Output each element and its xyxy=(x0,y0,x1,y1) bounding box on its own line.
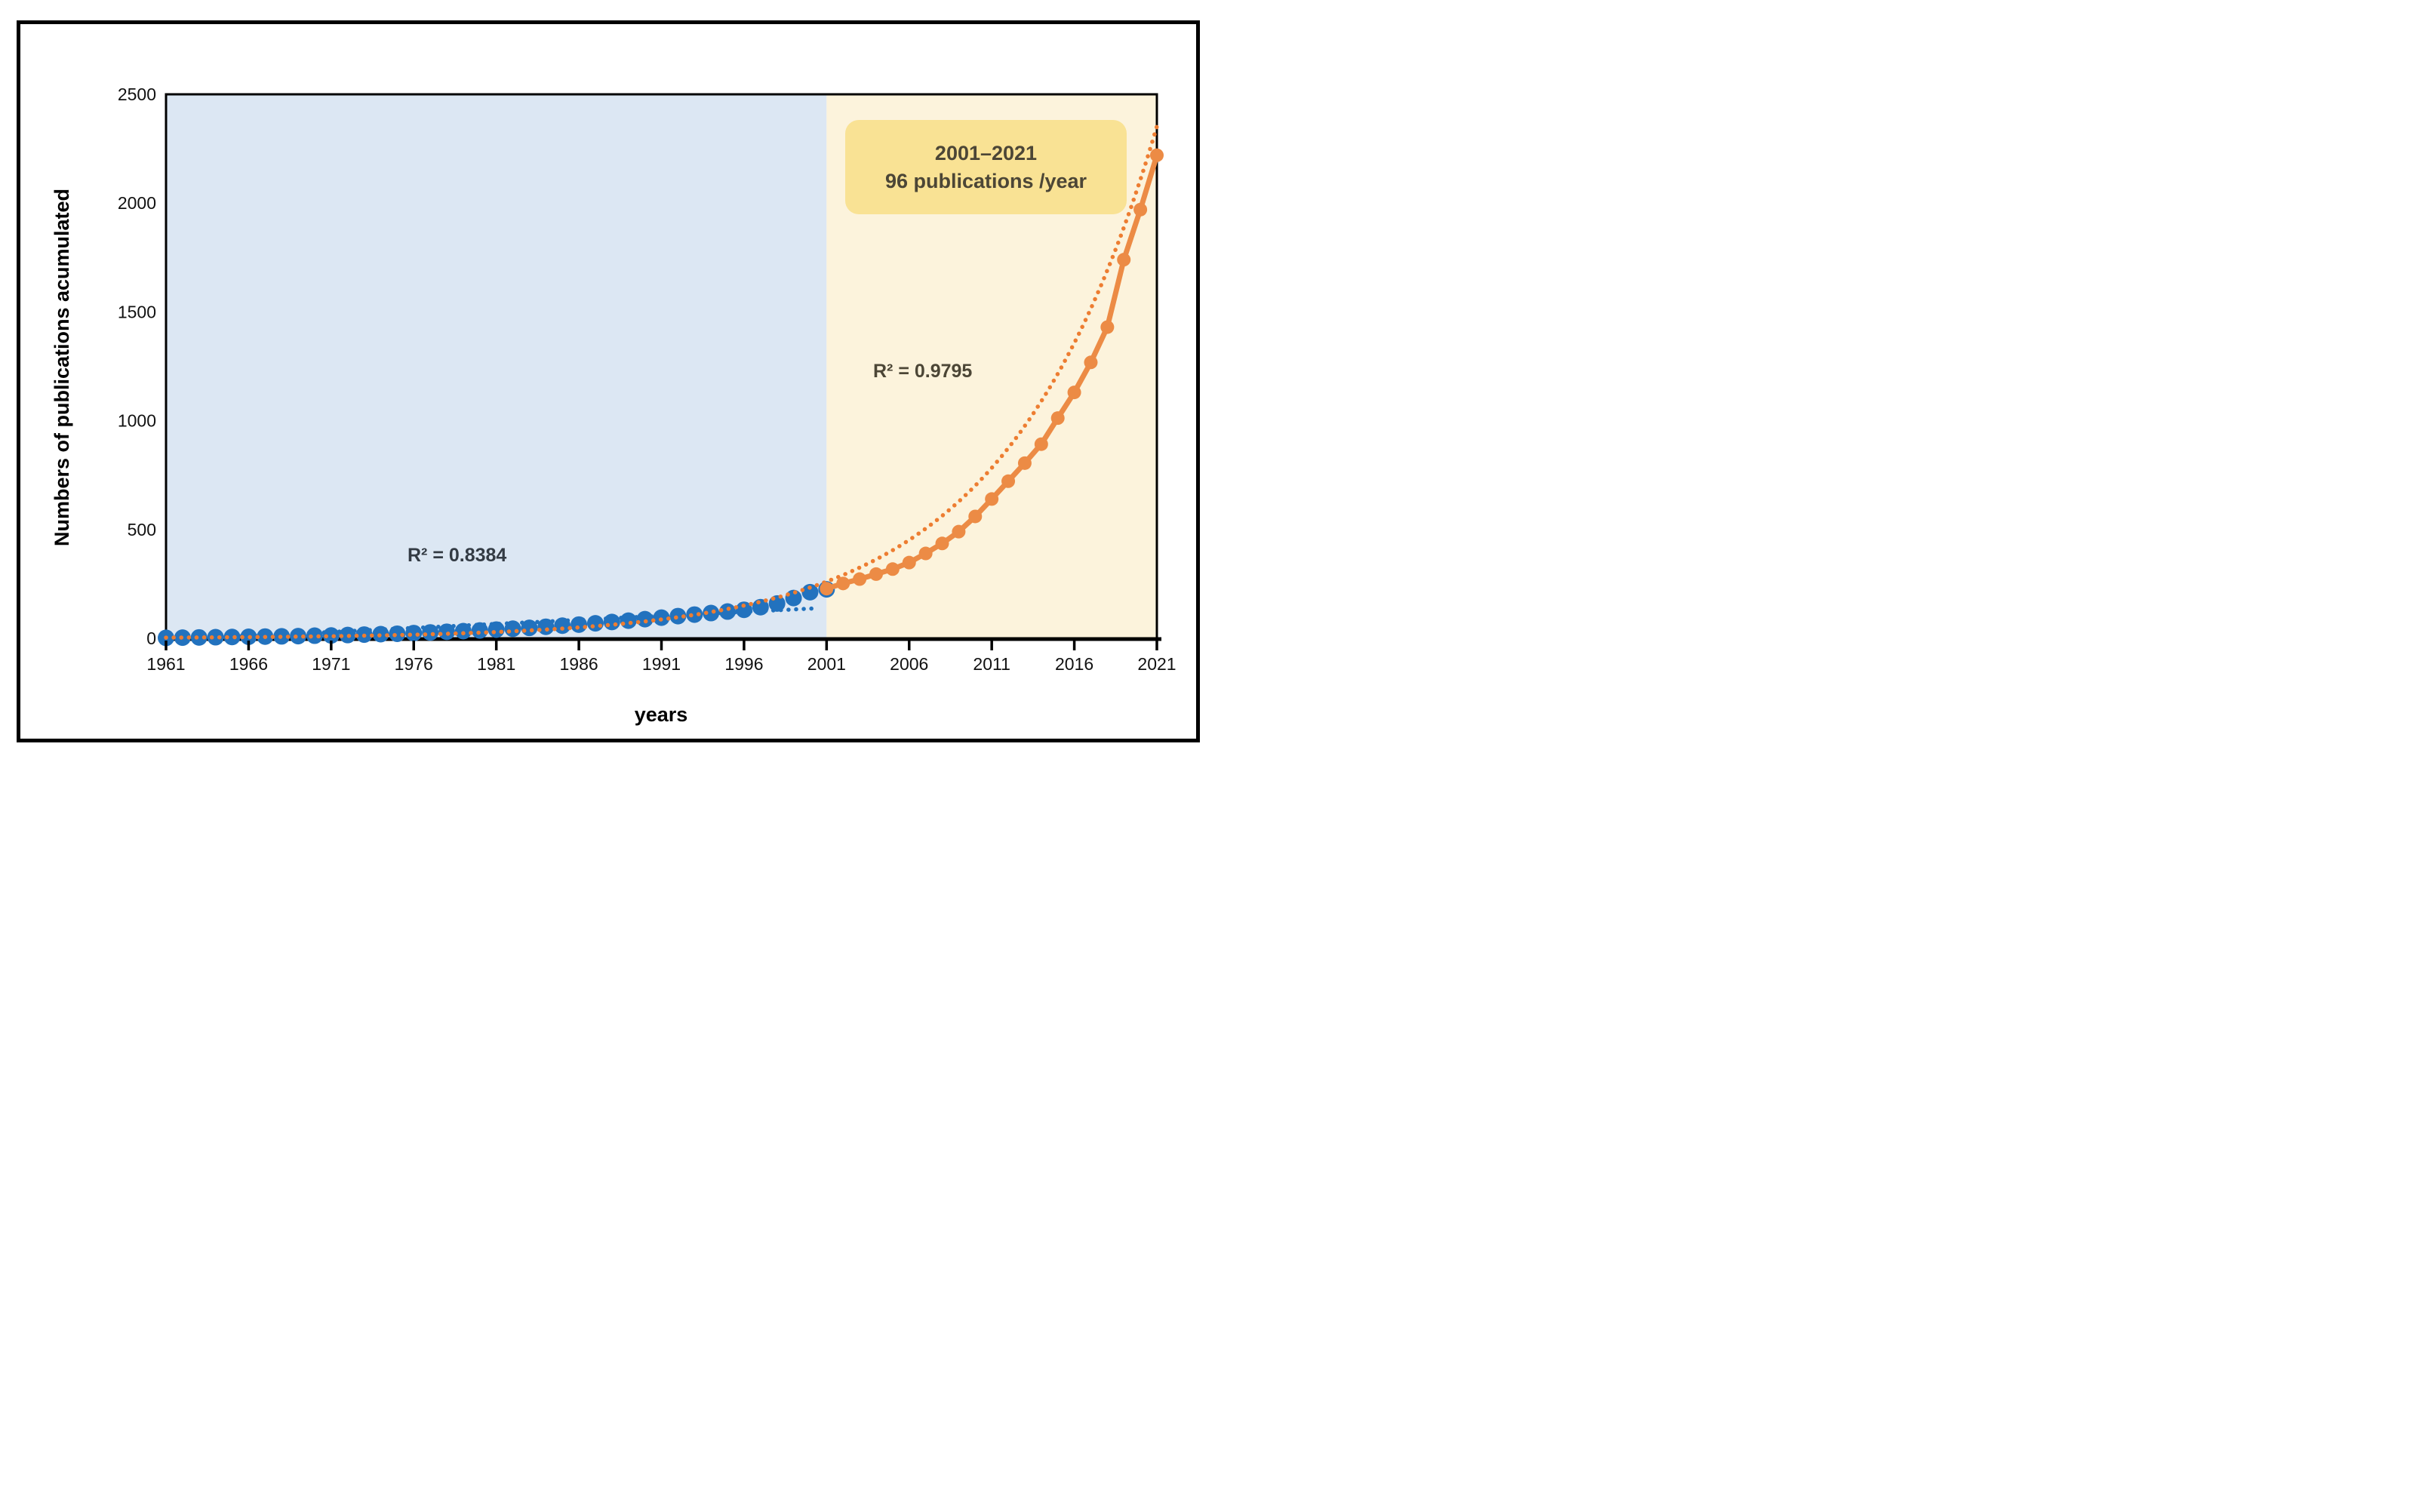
callout-rate: 96 publications /year xyxy=(884,169,1087,192)
blue-series-point-1963 xyxy=(190,628,208,646)
y-tick-label-500: 500 xyxy=(128,520,156,539)
x-tick-label-1971: 1971 xyxy=(312,654,350,674)
blue-series-point-2000 xyxy=(801,583,819,601)
blue-series-point-1986 xyxy=(571,616,588,633)
orange-series-point-2003 xyxy=(853,572,867,586)
orange-series-point-2008 xyxy=(935,536,949,551)
orange-series-point-2002 xyxy=(836,576,850,591)
blue-series-point-1975 xyxy=(389,625,406,642)
blue-series-point-1978 xyxy=(438,623,456,641)
orange-series-point-2018 xyxy=(1100,320,1115,334)
blue-series-point-1987 xyxy=(586,615,604,632)
blue-series-point-1984 xyxy=(537,618,555,635)
blue-series-point-1976 xyxy=(405,625,423,642)
orange-series-point-2017 xyxy=(1084,355,1098,370)
y-tick-label-2000: 2000 xyxy=(118,193,156,213)
orange-series-point-2001 xyxy=(820,582,834,596)
x-tick-label-2006: 2006 xyxy=(890,654,928,674)
x-axis-title: years xyxy=(634,703,688,726)
x-tick-label-1986: 1986 xyxy=(559,654,598,674)
blue-series-point-1970 xyxy=(306,627,323,644)
blue-series-point-1971 xyxy=(322,627,340,644)
orange-series-point-2016 xyxy=(1067,386,1081,400)
orange-series-point-2009 xyxy=(952,524,966,539)
blue-series-point-1996 xyxy=(735,601,752,619)
y-axis-title: Numbers of publications acumulated xyxy=(51,188,73,547)
blue-series-point-1998 xyxy=(768,595,786,612)
blue-series-point-1992 xyxy=(669,607,687,625)
blue-series-point-1964 xyxy=(207,628,224,646)
blue-series-point-1980 xyxy=(471,622,488,639)
x-tick-label-1996: 1996 xyxy=(724,654,763,674)
blue-series-point-1981 xyxy=(488,621,505,638)
blue-series-point-1990 xyxy=(636,610,654,628)
blue-series-point-1969 xyxy=(290,628,307,645)
orange-series-point-2006 xyxy=(902,555,916,570)
orange-series-point-2004 xyxy=(869,567,883,581)
r-squared-blue-label: R² = 0.8384 xyxy=(408,545,507,566)
orange-series-point-2010 xyxy=(968,509,983,524)
blue-series-point-1983 xyxy=(521,619,538,637)
blue-series-point-1982 xyxy=(504,620,521,638)
blue-series-point-1977 xyxy=(422,624,439,641)
blue-series-point-1997 xyxy=(752,598,769,616)
callout-box: 2001–2021 96 publications /year xyxy=(845,120,1127,214)
orange-series-point-2011 xyxy=(985,492,999,506)
blue-series-point-1989 xyxy=(620,612,637,629)
y-tick-label-1000: 1000 xyxy=(118,411,156,431)
r-squared-orange-label: R² = 0.9795 xyxy=(873,361,973,382)
y-tick-label-2500: 2500 xyxy=(118,85,156,104)
blue-series-point-1995 xyxy=(719,603,737,620)
orange-series-point-2019 xyxy=(1117,253,1131,267)
blue-series-point-1965 xyxy=(223,628,241,646)
x-tick-label-1976: 1976 xyxy=(395,654,433,674)
orange-series-point-2014 xyxy=(1034,437,1048,451)
orange-series-point-2021 xyxy=(1150,148,1164,162)
x-tick-label-1981: 1981 xyxy=(477,654,515,674)
y-tick-label-0: 0 xyxy=(146,628,156,648)
chart-canvas: 1961 1966 1971 1976 1981 1986 1991 1996 2001 2006… xyxy=(118,85,1176,674)
blue-series-point-1979 xyxy=(454,622,472,640)
region-period-1961-2001 xyxy=(166,94,827,638)
blue-series-point-1988 xyxy=(603,613,620,631)
x-tick-label-2011: 2011 xyxy=(973,654,1010,674)
trendline-exponential-fit-2001-2021 xyxy=(164,124,1159,640)
orange-series-point-2015 xyxy=(1050,411,1065,426)
x-tick-label-2001: 2001 xyxy=(807,654,846,674)
x-tick-label-2016: 2016 xyxy=(1055,654,1093,674)
y-tick-label-1500: 1500 xyxy=(118,302,156,321)
x-tick-label-1991: 1991 xyxy=(642,654,681,674)
orange-series-point-2007 xyxy=(918,546,933,561)
orange-series-point-2005 xyxy=(885,562,900,576)
x-tick-label-1966: 1966 xyxy=(229,654,268,674)
x-tick-label-2021: 2021 xyxy=(1137,654,1176,674)
blue-series-point-1985 xyxy=(554,617,571,635)
orange-series-point-2013 xyxy=(1017,456,1032,470)
callout-period: 2001–2021 xyxy=(934,142,1038,165)
orange-series-point-2012 xyxy=(1001,474,1016,488)
blue-series-point-1994 xyxy=(703,604,720,622)
x-tick-label-1961: 1961 xyxy=(146,654,185,674)
blue-series-point-1993 xyxy=(686,606,703,623)
orange-series-point-2020 xyxy=(1133,202,1148,217)
